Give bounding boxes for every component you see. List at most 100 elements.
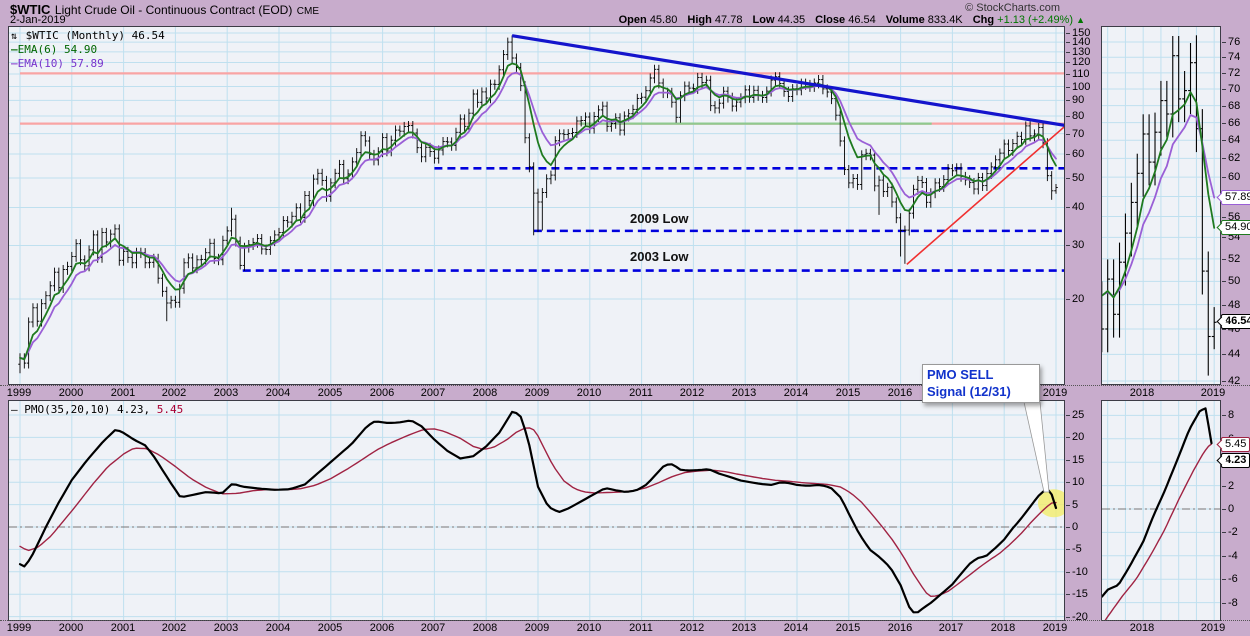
- x-axis-year-label: 2015: [835, 387, 861, 399]
- x-axis-year-label: 2013: [731, 387, 757, 399]
- y-axis-label: 70: [1222, 83, 1240, 96]
- x-axis-year-label: 2000: [58, 387, 84, 399]
- quote-bar: Open 45.80 High 47.78 Low 44.35 Close 46…: [612, 14, 1085, 26]
- x-axis-year-label: 2009: [524, 387, 550, 399]
- x-axis-year-label: 2018: [1129, 622, 1155, 634]
- y-axis-label: 15: [1066, 454, 1084, 467]
- chart-header: $WTIC Light Crude Oil - Continuous Contr…: [10, 1, 320, 17]
- pmo-signal-line: [19, 427, 1057, 598]
- y-axis-label: 42: [1222, 375, 1240, 388]
- mini-price-panel[interactable]: [1099, 26, 1221, 385]
- y-axis-label: -8: [1222, 597, 1238, 610]
- y-axis-label: 72: [1222, 67, 1240, 80]
- mini-pmo-panel[interactable]: [1100, 400, 1221, 626]
- main-price-panel[interactable]: [8, 26, 1093, 385]
- mini-price-plot: [1099, 27, 1220, 384]
- y-axis-label: 90: [1066, 94, 1084, 107]
- open-value: 45.80: [649, 14, 678, 26]
- main-price-y-axis: 150 140 130 120 110 100 90 80 70 60 50 40 30 20: [1066, 26, 1100, 385]
- y-axis-label: 150: [1066, 27, 1090, 40]
- x-axis-year-label: 1999: [6, 622, 32, 634]
- y-axis-label: 76: [1222, 36, 1240, 49]
- x-axis-year-label: 2015: [835, 622, 861, 634]
- x-axis-year-label: 2019: [1200, 622, 1226, 634]
- close-label: Close: [815, 14, 846, 26]
- ema10-dash-icon: —: [11, 57, 18, 70]
- open-label: Open: [618, 14, 647, 26]
- x-axis-year-label: 2014: [783, 387, 809, 399]
- x-axis-year-label: 2008: [472, 622, 498, 634]
- x-axis-year-label: 2006: [369, 622, 395, 634]
- high-label: High: [687, 14, 712, 26]
- ema6-legend: EMA(6) 54.90: [17, 43, 98, 56]
- x-axis-year-label: 2012: [679, 622, 705, 634]
- volume-value: 833.4K: [927, 14, 963, 26]
- x-axis-year-label: 2003: [213, 387, 239, 399]
- pmo-y-axis: 25 20 15 10 5 0 -5 -10 -15 -20: [1066, 400, 1100, 623]
- pmo-sell-callout[interactable]: PMO SELL Signal (12/31): [922, 364, 1040, 403]
- mini-pmo-plot: [1100, 401, 1220, 626]
- y-axis-label: 70: [1066, 128, 1084, 141]
- pmo-signal-value: 5.45: [156, 403, 184, 416]
- ohlc-bars: [1099, 35, 1217, 376]
- x-axis-year-label: 1999: [6, 387, 32, 399]
- y-axis-label: -15: [1066, 588, 1088, 601]
- y-axis-label: -4: [1222, 550, 1238, 563]
- main-series-label: $WTIC (Monthly): [25, 29, 125, 42]
- close-value: 46.54: [848, 14, 876, 26]
- y-axis-label: -5: [1066, 543, 1082, 556]
- x-axis-year-label: 2014: [783, 622, 809, 634]
- y-axis-label: -2: [1222, 526, 1238, 539]
- exchange-label: CME: [296, 6, 320, 17]
- x-axis-year-label: 2007: [420, 622, 446, 634]
- updown-arrows-icon[interactable]: ⇅: [11, 31, 18, 42]
- y-axis-label: 60: [1222, 171, 1240, 184]
- x-axis-year-label: 2008: [472, 387, 498, 399]
- x-axis-year-label: 2016: [887, 387, 913, 399]
- ema10-legend: EMA(10) 57.89: [17, 57, 104, 70]
- y-axis-label: -10: [1066, 566, 1088, 579]
- mini-pmo-y-axis: 86420-2-4-6-8: [1222, 400, 1250, 621]
- main-legend: ⇅ $WTIC (Monthly) 46.54 —EMA(6) 54.90 —E…: [11, 29, 165, 71]
- pmo-line: [18, 410, 1058, 614]
- pmo-value: 4.23,: [116, 403, 151, 416]
- main-series-value: 46.54: [131, 29, 165, 42]
- pmo-legend: — PMO(35,20,10) 4.23, 5.45: [11, 403, 183, 417]
- chg-up-triangle-icon: ▲: [1076, 15, 1085, 25]
- low-label: Low: [752, 14, 775, 26]
- ema10-price-callout: 57.89: [1221, 190, 1250, 205]
- y-axis-label: 60: [1066, 148, 1084, 161]
- y-axis-label: 110: [1066, 68, 1090, 81]
- chg-value: +1.13 (+2.49%): [997, 14, 1074, 26]
- y-axis-label: -6: [1222, 573, 1238, 586]
- y-axis-label: 0: [1222, 503, 1234, 516]
- x-axis-year-label: 2009: [524, 622, 550, 634]
- x-axis-year-label: 2004: [265, 387, 291, 399]
- pmo-value-callout: 4.23: [1221, 453, 1250, 468]
- rising-red-trendline: [906, 122, 1070, 265]
- y-axis-label: 68: [1222, 100, 1240, 113]
- y-axis-label: 25: [1066, 409, 1084, 422]
- last-price-callout: 46.54: [1221, 314, 1250, 329]
- x-axis-year-label: 2011: [629, 387, 653, 399]
- x-axis-year-label: 2007: [420, 387, 446, 399]
- y-axis-label: 10: [1066, 476, 1084, 489]
- pmo-panel[interactable]: [8, 400, 1070, 621]
- x-axis-year-label: 2002: [161, 387, 187, 399]
- y-axis-label: 66: [1222, 117, 1240, 130]
- x-axis-year-label: 2018: [1129, 387, 1155, 399]
- x-axis-year-label: 2010: [576, 622, 602, 634]
- pmo-legend-label: — PMO(35,20,10): [11, 403, 111, 416]
- y-axis-label: 20: [1066, 431, 1084, 444]
- x-axis-year-label: 2013: [731, 622, 757, 634]
- x-axis-year-label: 2019: [1042, 622, 1068, 634]
- pmo-sell-line2: Signal (12/31): [927, 384, 1011, 399]
- ema6-price-callout: 54.90: [1221, 220, 1250, 235]
- y-axis-label: 44: [1222, 348, 1240, 361]
- x-axis-year-label: 2004: [265, 622, 291, 634]
- y-axis-label: 5: [1066, 499, 1078, 512]
- x-axis-year-label: 2011: [629, 622, 653, 634]
- x-axis-year-label: 2019: [1200, 387, 1226, 399]
- y-axis-label: 40: [1066, 201, 1084, 214]
